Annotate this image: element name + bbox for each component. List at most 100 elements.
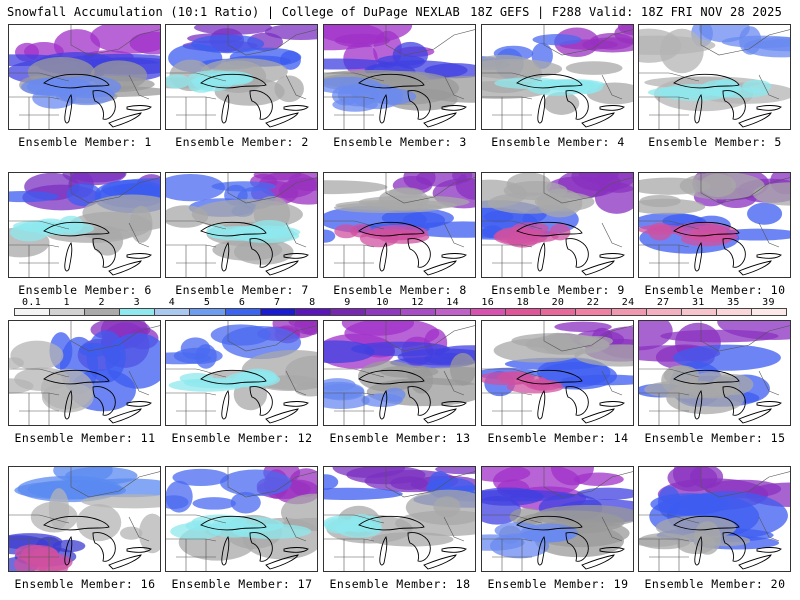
snowfall-map — [639, 321, 790, 425]
snowfall-map — [639, 25, 790, 129]
ensemble-member-label: Ensemble Member: 20 — [644, 577, 786, 591]
map-panel — [323, 24, 476, 130]
snowfall-map — [324, 173, 475, 277]
scale-swatch — [84, 308, 121, 316]
scale-swatch — [540, 308, 577, 316]
snowfall-map — [9, 173, 160, 277]
map-panel — [481, 24, 634, 130]
snowfall-map — [482, 467, 633, 571]
scale-swatch — [435, 308, 472, 316]
scale-swatch — [14, 308, 51, 316]
scale-swatch — [364, 308, 401, 316]
scale-label: 16 — [481, 297, 495, 308]
map-panel — [323, 172, 476, 278]
ensemble-member-label: Ensemble Member: 16 — [14, 577, 156, 591]
map-panel — [638, 320, 791, 426]
snowfall-map — [166, 25, 317, 129]
ensemble-member-label: Ensemble Member: 10 — [644, 283, 786, 297]
scale-swatch — [610, 308, 647, 316]
ensemble-member-label: Ensemble Member: 6 — [18, 283, 152, 297]
snowfall-map — [166, 467, 317, 571]
chart-title: Snowfall Accumulation (10:1 Ratio) | Col… — [7, 5, 460, 19]
scale-label: 4 — [168, 297, 176, 308]
ensemble-member-label: Ensemble Member: 1 — [18, 135, 152, 149]
map-panel — [165, 466, 318, 572]
ensemble-member-label: Ensemble Member: 19 — [487, 577, 629, 591]
snowfall-map — [9, 467, 160, 571]
snowfall-map — [324, 467, 475, 571]
scale-label: 24 — [621, 297, 635, 308]
scale-swatch — [329, 308, 366, 316]
scale-label: 7 — [274, 297, 281, 308]
run-info: 18Z GEFS | F288 Valid: 18Z FRI NOV 28 20… — [470, 5, 782, 19]
scale-label: 9 — [344, 297, 351, 308]
ensemble-member-label: Ensemble Member: 4 — [491, 135, 625, 149]
map-panel — [8, 172, 161, 278]
scale-label: 18 — [516, 297, 530, 308]
map-panel — [638, 172, 791, 278]
ensemble-member-label: Ensemble Member: 15 — [644, 431, 786, 445]
map-panel — [323, 466, 476, 572]
ensemble-member-label: Ensemble Member: 11 — [14, 431, 156, 445]
map-panel — [481, 172, 634, 278]
snowfall-map — [166, 321, 317, 425]
snowfall-map — [9, 25, 160, 129]
scale-swatch — [189, 308, 226, 316]
scale-label: 8 — [309, 297, 316, 308]
ensemble-member-label: Ensemble Member: 18 — [329, 577, 471, 591]
ensemble-member-label: Ensemble Member: 14 — [487, 431, 629, 445]
scale-swatch — [294, 308, 331, 316]
scale-swatch — [259, 308, 296, 316]
scale-label: 5 — [203, 297, 211, 308]
ensemble-member-label: Ensemble Member: 3 — [333, 135, 467, 149]
snowfall-map — [482, 25, 633, 129]
ensemble-member-label: Ensemble Member: 17 — [171, 577, 313, 591]
map-panel — [8, 320, 161, 426]
scale-swatch — [400, 308, 437, 316]
map-panel — [165, 172, 318, 278]
scale-label: 10 — [376, 297, 389, 308]
scale-swatch — [154, 308, 191, 316]
map-panel — [8, 24, 161, 130]
scale-label: 35 — [727, 297, 740, 308]
scale-swatch — [715, 308, 752, 316]
snowfall-map — [9, 321, 160, 425]
scale-swatch — [224, 308, 261, 316]
scale-label: 31 — [691, 297, 705, 308]
scale-label: 2 — [98, 297, 105, 308]
ensemble-member-label: Ensemble Member: 9 — [491, 283, 625, 297]
scale-label: 0.1 — [22, 297, 42, 308]
scale-label: 39 — [762, 297, 775, 308]
scale-swatch — [505, 308, 542, 316]
snowfall-map — [324, 25, 475, 129]
snowfall-map — [166, 173, 317, 277]
map-panel — [638, 24, 791, 130]
snowfall-map — [324, 321, 475, 425]
ensemble-member-label: Ensemble Member: 7 — [175, 283, 309, 297]
snowfall-map — [639, 467, 790, 571]
scale-label: 6 — [238, 297, 246, 308]
snowfall-map — [639, 173, 790, 277]
snowfall-map — [482, 321, 633, 425]
map-panel — [481, 320, 634, 426]
scale-swatch — [750, 308, 787, 316]
ensemble-member-label: Ensemble Member: 2 — [175, 135, 309, 149]
scale-swatch — [119, 308, 156, 316]
map-panel — [8, 466, 161, 572]
scale-label: 20 — [551, 297, 565, 308]
ensemble-member-label: Ensemble Member: 13 — [329, 431, 471, 445]
scale-label: 12 — [411, 297, 424, 308]
ensemble-member-label: Ensemble Member: 5 — [648, 135, 782, 149]
scale-swatch — [49, 308, 86, 316]
scale-label: 14 — [446, 297, 459, 308]
scale-label: 3 — [133, 297, 140, 308]
scale-swatch — [680, 308, 717, 316]
map-panel — [323, 320, 476, 426]
map-panel — [638, 466, 791, 572]
ensemble-member-label: Ensemble Member: 8 — [333, 283, 467, 297]
scale-label: 1 — [63, 297, 70, 308]
scale-label: 22 — [586, 297, 600, 308]
snowfall-map — [482, 173, 633, 277]
ensemble-member-label: Ensemble Member: 12 — [171, 431, 313, 445]
map-panel — [165, 24, 318, 130]
